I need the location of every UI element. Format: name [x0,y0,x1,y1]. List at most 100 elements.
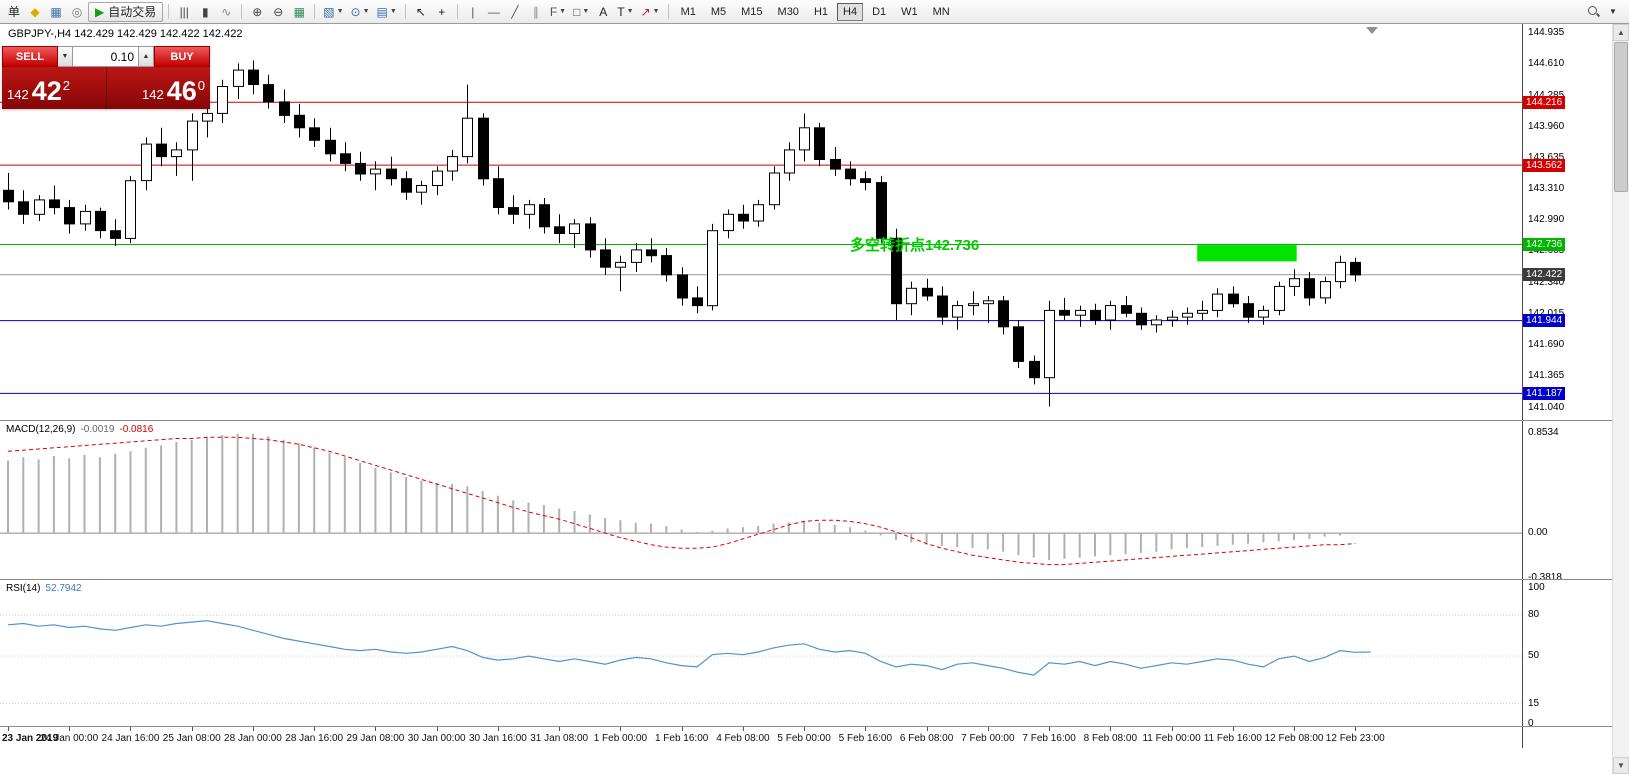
candles-group[interactable] [3,60,1361,407]
chart-shift-marker[interactable] [1366,27,1378,34]
horizontal-line-icon-glyph: — [487,4,500,19]
macd-signal-value: -0.0816 [119,424,154,435]
timeframe-button-mn[interactable]: MN [932,5,950,18]
sell-price[interactable]: 142 42 2 [2,67,107,109]
volume-increase-button[interactable]: ▲ [139,46,154,67]
chart-window-icon[interactable]: ▦ [46,2,66,22]
bar-chart-icon[interactable]: ||| [174,2,194,22]
highlight-rectangle[interactable] [1197,245,1297,262]
time-label: 1 Feb 16:00 [654,733,709,744]
scroll-up-button[interactable]: ▲ [1613,24,1629,41]
shapes-icon[interactable]: □ ▼ [570,2,592,22]
volume-decrease-button[interactable]: ▼ [58,46,73,67]
rsi-tick: 0 [1528,717,1534,729]
candlestick-chart-icon[interactable]: ▮ [195,2,215,22]
timeframe-button-d1[interactable]: D1 [872,5,887,18]
candlestick-chart-icon-glyph: ▮ [201,4,209,19]
search-caret-button[interactable]: ▼ [1603,2,1623,22]
symbol-search-icon [1587,5,1600,18]
timeframe-button-w1[interactable]: W1 [901,5,918,18]
timeframe-button-m5[interactable]: M5 [710,5,727,18]
refresh-icon[interactable]: ◎ [67,2,87,22]
arrows-icon-glyph: ↗ [640,4,651,19]
pivot-annotation-text[interactable]: 多空转折点142.736 [850,236,979,254]
time-label: 23 Jan 2019 [2,733,59,744]
timeframe-button-m30[interactable]: M30 [777,5,799,18]
macd-panel-canvas[interactable] [0,421,1522,578]
time-tick [742,727,744,731]
time-label: 12 Feb 23:00 [1325,733,1385,744]
rsi-value: 52.7942 [45,583,82,594]
macd-panel-splitter[interactable] [0,420,1612,421]
time-tick [620,727,622,731]
price-level-badge-142.736: 142.736 [1523,237,1566,251]
rsi-indicator-label: RSI(14) 52.7942 [6,583,82,594]
buy-price[interactable]: 142 46 0 [107,67,211,109]
chart-window-icon-glyph: ▦ [50,4,62,19]
templates-icon[interactable]: ▤ ▼ [374,2,400,22]
time-tick [1355,727,1357,731]
symbol-search-button[interactable] [1583,2,1603,22]
time-label: 7 Feb 16:00 [1022,733,1076,744]
timeframe-button-h1[interactable]: H1 [813,5,828,18]
tile-windows-icon[interactable]: ▦ [289,2,309,22]
trendline-icon[interactable]: ╱ [505,2,525,22]
price-tick: 141.040 [1528,401,1565,413]
arrows-icon-caret: ▼ [652,8,660,15]
rsi-tick: 15 [1528,697,1540,709]
rsi-panel-splitter[interactable] [0,579,1612,580]
profiles-icon[interactable]: ⊙ ▼ [348,2,373,22]
time-label: 30 Jan 16:00 [468,733,527,744]
timeframe-button-m15[interactable]: M15 [741,5,763,18]
arrows-icon[interactable]: ↗ ▼ [638,2,663,22]
vertical-line-icon[interactable]: | [463,2,483,22]
autotrade-button[interactable]: ▶ 自动交易 [88,1,164,22]
timeframe-button-m1[interactable]: M1 [680,5,696,18]
rsi-tick: 100 [1528,582,1545,594]
label-icon[interactable]: T ▼ [614,2,636,22]
time-tick [865,727,867,731]
price-tick: 143.960 [1528,120,1565,132]
volume-input[interactable] [73,46,139,67]
horizontal-line-icon[interactable]: — [484,2,504,22]
one-click-trading-panel: SELL ▼ ▲ BUY 142 42 2 142 46 0 [2,46,210,109]
new-chart-icon[interactable]: ▧ ▼ [320,2,346,22]
time-label: 28 Jan 16:00 [285,733,344,744]
price-chart-canvas[interactable]: 多空转折点142.736 [0,24,1522,420]
zoom-out-icon[interactable]: ⊖ [268,2,288,22]
bar-chart-icon-glyph: ||| [179,4,189,19]
new-order-button[interactable]: 单 [4,2,24,22]
autotrade-button-label: 自动交易 [108,5,157,19]
time-tick [804,727,806,731]
time-label: 4 Feb 08:00 [716,733,770,744]
crosshair-icon[interactable]: + [432,2,452,22]
zoom-in-icon[interactable]: ⊕ [247,2,267,22]
buy-button[interactable]: BUY [154,46,210,67]
vertical-line-icon-glyph: | [471,4,475,19]
line-chart-icon[interactable]: ∿ [216,2,236,22]
scroll-thumb[interactable] [1614,42,1628,192]
vertical-scrollbar[interactable]: ▲ ▼ [1612,24,1629,774]
sell-button[interactable]: SELL [2,46,58,67]
price-level-badge-143.562: 143.562 [1523,158,1566,172]
quick-trade-icon[interactable]: ◆ [25,2,45,22]
axis-border [1522,24,1523,748]
timeframe-button-h4[interactable]: H4 [837,2,864,21]
scroll-down-button[interactable]: ▼ [1613,757,1629,774]
text-icon[interactable]: A [593,2,613,22]
tile-windows-icon-glyph: ▦ [293,4,305,19]
buy-price-prefix: 142 [142,87,164,102]
channel-icon[interactable]: ∥ [526,2,546,22]
time-tick [69,727,71,731]
cursor-icon[interactable]: ↖ [411,2,431,22]
time-tick [436,727,438,731]
channel-icon-glyph: ∥ [532,4,539,19]
time-tick [1232,727,1234,731]
time-tick [8,727,9,731]
time-axis-splitter[interactable] [0,726,1612,727]
fibonacci-icon[interactable]: F ▼ [547,2,569,22]
time-label: 30 Jan 00:00 [407,733,466,744]
time-tick [559,727,561,731]
time-label: 25 Jan 08:00 [162,733,221,744]
rsi-panel-canvas[interactable] [0,580,1522,726]
